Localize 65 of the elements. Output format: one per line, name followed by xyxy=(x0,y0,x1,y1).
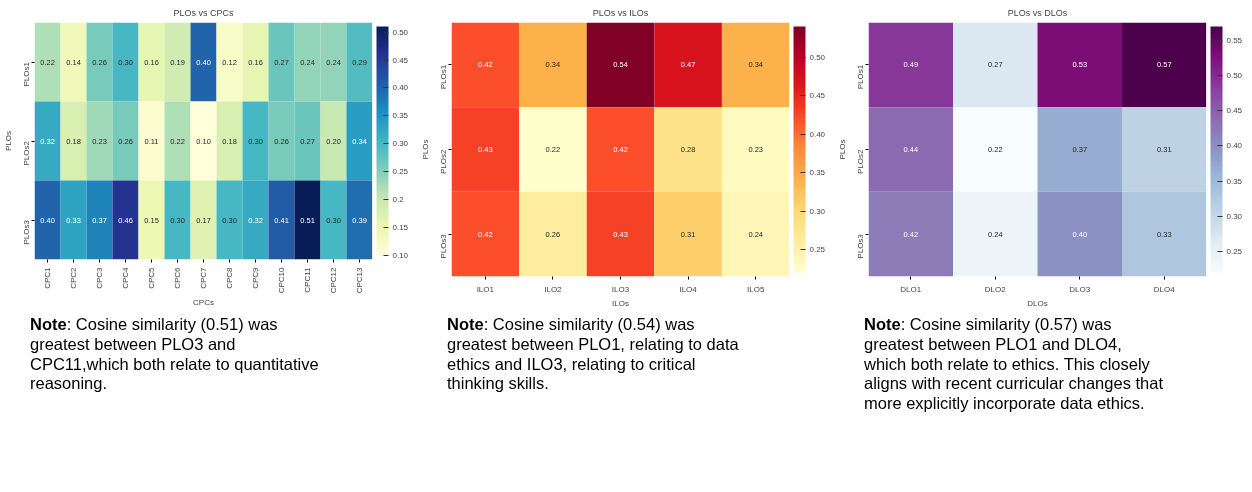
text: Note: Cosine similarity (0.54) was greatest between PLO1, relating to data ethics and ILO3, relating to critical thinking skills. xyxy=(447,315,740,395)
x-axis-title: DLOs xyxy=(1027,298,1048,308)
y-tick-label: PLOs1 xyxy=(439,64,448,90)
y-tick-label: PLOs1 xyxy=(856,64,865,90)
x-tick-label: ILO5 xyxy=(747,284,765,294)
color-bar-label: 0.45 xyxy=(809,91,826,101)
x-tick-label: CPC3 xyxy=(95,266,104,289)
x-axis-title: CPCs xyxy=(193,298,214,308)
color-bar-label: 0.10 xyxy=(392,251,409,260)
x-tick-label: ILO4 xyxy=(679,284,698,294)
color-bar-label: 0.30 xyxy=(392,139,409,149)
x-tick-label: CPC9 xyxy=(251,266,260,289)
x-tick-label: ILO1 xyxy=(476,284,495,294)
y-tick-label: PLOs3 xyxy=(439,233,448,259)
color-bar-label: 0.35 xyxy=(809,168,826,178)
color-bar-label: 0.25 xyxy=(809,244,826,254)
x-tick-label: CPC13 xyxy=(355,266,364,294)
y-axis-title: PLOs xyxy=(420,139,430,160)
color-bar-label: 0.35 xyxy=(1226,176,1243,186)
y-tick-label: PLOs1 xyxy=(22,61,31,87)
x-tick-label: CPC5 xyxy=(147,266,156,289)
y-tick-label: PLOs2 xyxy=(22,140,31,166)
chart-title: PLOs vs ILOs xyxy=(592,7,649,18)
x-tick-label: CPC10 xyxy=(277,266,286,294)
color-bar-label: 0.30 xyxy=(1226,211,1243,221)
x-tick-label: CPC12 xyxy=(329,266,338,294)
x-tick-label: DLO3 xyxy=(1069,284,1091,294)
color-bar-label: 0.25 xyxy=(392,167,409,177)
x-tick-label: CPC6 xyxy=(173,266,182,289)
x-tick-label: ILO3 xyxy=(611,284,630,294)
x-tick-label: CPC1 xyxy=(43,266,52,289)
chart-title: PLOs vs CPCs xyxy=(173,7,235,18)
color-bar-label: 0.40 xyxy=(392,83,409,93)
text: Note: Cosine similarity (0.57) was greatest between PLO1 and DLO4, which both relate to ethics. This closely aligns with recent curricular changes that more explicitly incorporate data ethics. xyxy=(864,315,1164,414)
color-bar-label: 0.50 xyxy=(392,27,409,37)
y-axis-title: PLOs xyxy=(837,139,847,160)
color-bar-label: 0.30 xyxy=(809,206,826,216)
y-tick-label: PLOs3 xyxy=(856,233,865,259)
x-tick-label: CPC7 xyxy=(199,266,208,289)
color-bar-label: 0.2 xyxy=(392,195,405,205)
color-bar-label: 0.15 xyxy=(392,223,409,233)
color-bar-label: 0.55 xyxy=(1226,36,1243,46)
x-tick-label: CPC11 xyxy=(303,266,312,293)
color-bar-label: 0.45 xyxy=(1226,106,1243,116)
color-bar-label: 0.50 xyxy=(809,52,826,62)
chart-title: PLOs vs DLOs xyxy=(1007,7,1068,18)
x-tick-label: CPC2 xyxy=(69,266,78,289)
color-bar-label: 0.45 xyxy=(392,55,409,65)
y-tick-label: PLOs3 xyxy=(22,219,31,245)
color-bar-label: 0.35 xyxy=(392,111,409,121)
y-axis-title: PLOs xyxy=(3,130,13,151)
y-tick-label: PLOs2 xyxy=(856,148,865,174)
color-bar-label: 0.40 xyxy=(809,129,826,139)
text: Note: Cosine similarity (0.51) was greatest between PLO3 and CPC11,which both relate to quantitative reasoning. xyxy=(30,315,320,395)
x-tick-label: DLO4 xyxy=(1153,284,1176,294)
x-tick-label: CPC8 xyxy=(225,266,234,289)
color-bar-label: 0.25 xyxy=(1226,246,1243,256)
x-axis-title: ILOs xyxy=(612,298,629,308)
x-tick-label: CPC4 xyxy=(121,266,130,289)
x-tick-label: DLO1 xyxy=(900,284,922,294)
x-tick-label: DLO2 xyxy=(984,284,1007,294)
x-tick-label: ILO2 xyxy=(544,284,563,294)
color-bar-label: 0.40 xyxy=(1226,141,1243,151)
color-bar-label: 0.50 xyxy=(1226,71,1243,81)
y-tick-label: PLOs2 xyxy=(439,148,448,174)
